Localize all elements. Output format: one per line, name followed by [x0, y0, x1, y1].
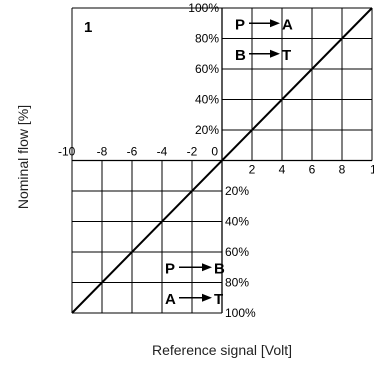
panel-label: 1 [84, 19, 92, 36]
x-tick-label: -8 [97, 145, 108, 159]
y-tick-label: 40% [225, 215, 249, 229]
x-tick-label: -6 [127, 145, 138, 159]
annotation-p-to-a-to: A [282, 16, 293, 33]
labels: -10 -8 -6 -4 -2 0 2 4 6 8 10 100% 80% 60% 40% 20% 20% 40%… [58, 1, 374, 320]
annotation-a-to-t-to: T [214, 291, 223, 308]
x-tick-label: -10 [58, 145, 76, 159]
x-axis-title: Reference signal [Volt] [152, 342, 292, 358]
y-tick-label: 40% [195, 93, 219, 107]
y-tick-label: 20% [225, 184, 249, 198]
x-tick-label: 6 [309, 163, 316, 177]
annotation-p-to-a-from: P [235, 16, 245, 33]
annotation-p-to-a-arrow-head [270, 19, 280, 28]
annotation-p-to-b-from: P [165, 260, 175, 277]
y-tick-label: 80% [195, 32, 219, 46]
y-tick-label: 60% [225, 245, 249, 259]
y-tick-label: 60% [195, 62, 219, 76]
x-tick-label: 0 [211, 145, 218, 159]
x-tick-label: -2 [187, 145, 198, 159]
y-tick-label: 20% [195, 123, 219, 137]
annotation-b-to-t-from: B [235, 47, 246, 64]
x-tick-label: 10 [370, 163, 374, 177]
flow-line [71, 7, 373, 314]
annotation-p-to-b-to: B [214, 260, 225, 277]
annotation-a-to-t-arrow-head [202, 293, 212, 302]
annotation-a-to-t-from: A [165, 291, 176, 308]
x-tick-label: -4 [157, 145, 168, 159]
x-tick-label: 4 [279, 163, 286, 177]
y-tick-label: 80% [225, 276, 249, 290]
y-axis-title: Nominal flow [%] [15, 105, 31, 209]
y-tick-label: 100% [188, 1, 219, 15]
x-tick-label: 2 [249, 163, 256, 177]
x-tick-label: 8 [339, 163, 346, 177]
series [71, 7, 373, 314]
annotation-p-to-b-arrow-head [202, 263, 212, 272]
annotation-b-to-t-arrow-head [270, 49, 280, 58]
y-tick-label: 100% [225, 306, 256, 320]
annotation-b-to-t-to: T [282, 47, 291, 64]
